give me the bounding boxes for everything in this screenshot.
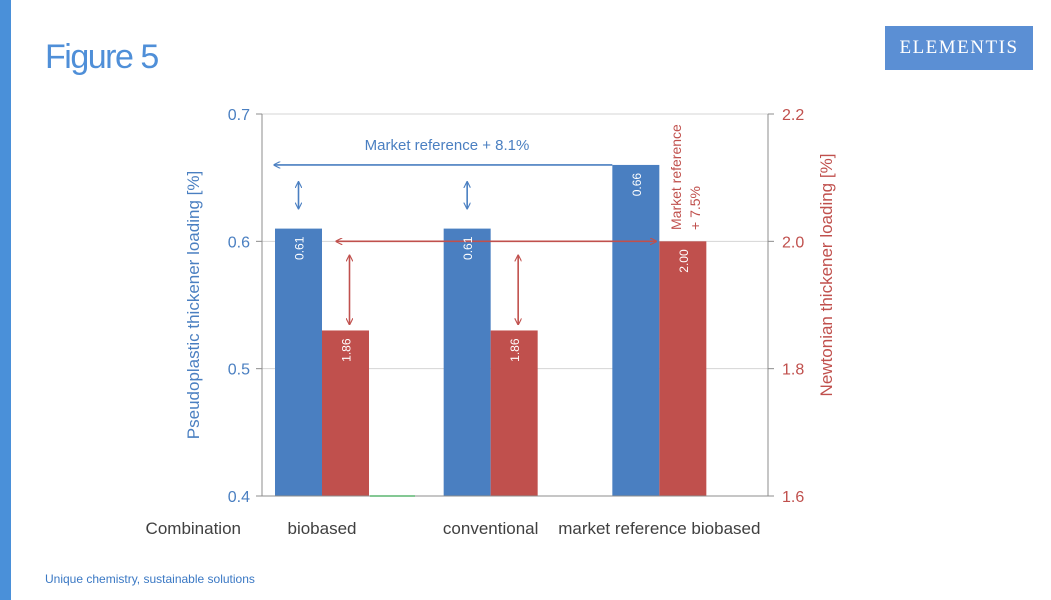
data-label-newtonian: 2.00 — [677, 249, 691, 273]
left-axis-tick-label: 0.4 — [228, 489, 250, 506]
left-axis-tick-label: 0.6 — [228, 234, 250, 251]
left-axis-title: Pseudoplastic thickener loading [%] — [184, 171, 203, 439]
bar-newtonian — [322, 330, 369, 496]
right-axis-tick-label: 2.0 — [782, 234, 804, 251]
annotation-newton-reference-line1: Market reference — [668, 124, 684, 230]
data-label-newtonian: 1.86 — [508, 338, 522, 362]
right-axis-tick-label: 2.2 — [782, 107, 804, 124]
right-axis-tick-label: 1.8 — [782, 362, 804, 379]
data-label-pseudoplastic: 0.66 — [630, 173, 644, 197]
x-axis-title: Combination — [146, 519, 241, 538]
data-label-pseudoplastic: 0.61 — [293, 236, 307, 260]
bar-pseudoplastic — [443, 228, 491, 496]
bar-newtonian — [490, 330, 538, 496]
x-axis-category-label: conventional — [443, 519, 538, 538]
bar-pseudoplastic — [612, 164, 660, 496]
right-axis-title: Newtonian thickener loading [%] — [817, 154, 836, 397]
x-axis-category-label: biobased — [287, 519, 356, 538]
bar-newtonian — [659, 241, 707, 496]
left-axis-tick-label: 0.7 — [228, 107, 250, 124]
footer-tagline: Unique chemistry, sustainable solutions — [45, 572, 255, 586]
left-accent-bar — [0, 0, 11, 600]
x-axis-category-label: market reference biobased — [558, 519, 760, 538]
page-title: Figure 5 — [45, 38, 159, 76]
annotation-newton-reference-line2: + 7.5% — [687, 186, 703, 230]
elementis-logo: ELEMENTIS — [885, 26, 1033, 70]
data-label-pseudoplastic: 0.61 — [461, 236, 475, 260]
left-axis-tick-label: 0.5 — [228, 362, 250, 379]
data-label-newtonian: 1.86 — [340, 338, 354, 362]
bar-pseudoplastic — [275, 228, 322, 496]
right-axis-tick-label: 1.6 — [782, 489, 804, 506]
annotation-pseudo-reference: Market reference + 8.1% — [365, 137, 530, 154]
logo-text: ELEMENTIS — [899, 37, 1019, 58]
